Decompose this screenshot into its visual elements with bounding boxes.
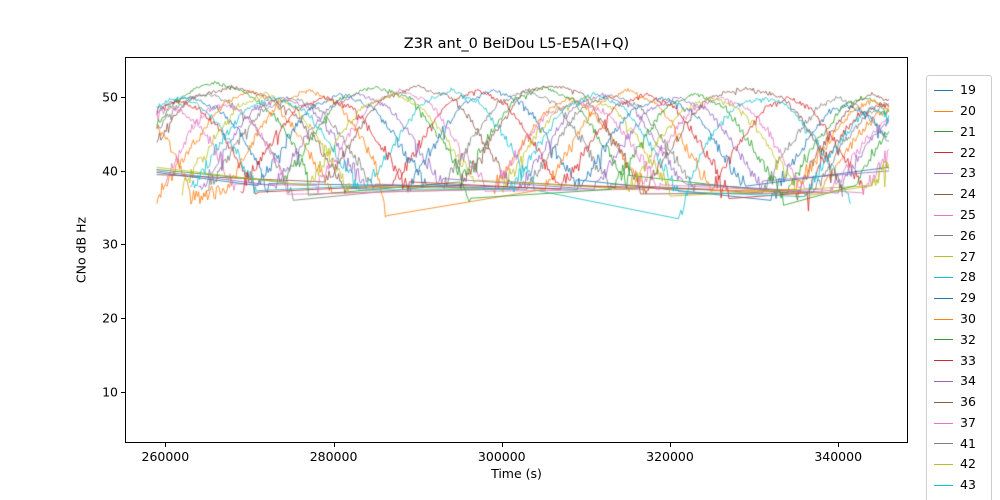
legend-entry-label: 37 xyxy=(960,414,976,430)
legend-line-sample xyxy=(934,277,953,279)
legend-line-sample xyxy=(934,381,953,383)
legend-line-sample xyxy=(934,193,953,195)
legend: 19 20 21 22 23 24 25 26 27 28 29 30 32 33 34 36 37 41 42 43 xyxy=(926,75,992,500)
legend-entry-label: 26 xyxy=(960,227,976,243)
legend-line-sample xyxy=(934,485,953,487)
legend-entry: 24 xyxy=(934,184,991,205)
y-tick-label: 30 xyxy=(102,236,118,252)
legend-line-sample xyxy=(934,297,953,299)
plot-canvas xyxy=(125,57,908,443)
legend-entry: 32 xyxy=(934,330,991,351)
y-tick-label: 20 xyxy=(102,310,118,326)
legend-entry-label: 30 xyxy=(960,310,976,326)
legend-entry-label: 21 xyxy=(960,123,976,139)
legend-entry: 19 xyxy=(934,80,991,101)
legend-entry: 34 xyxy=(934,371,991,392)
y-tick-label: 50 xyxy=(102,89,118,105)
legend-line-sample xyxy=(934,443,953,445)
legend-entry-label: 42 xyxy=(960,456,976,472)
legend-line-sample xyxy=(934,131,953,133)
legend-entry: 25 xyxy=(934,205,991,226)
legend-line-sample xyxy=(934,235,953,237)
y-tick-mark xyxy=(121,318,125,319)
x-tick-mark xyxy=(165,443,167,447)
legend-line-sample xyxy=(934,422,953,424)
y-tick-label: 40 xyxy=(102,163,118,179)
legend-line-sample xyxy=(934,339,953,341)
legend-entry-label: 29 xyxy=(960,290,976,306)
x-tick-mark xyxy=(333,443,335,447)
legend-line-sample xyxy=(934,152,953,154)
x-tick-label: 320000 xyxy=(646,449,694,464)
legend-entry: 23 xyxy=(934,163,991,184)
legend-entry-label: 22 xyxy=(960,144,976,160)
chart-title: Z3R ant_0 BeiDou L5-E5A(I+Q) xyxy=(403,36,630,52)
x-tick-mark xyxy=(669,443,671,447)
legend-entry: 21 xyxy=(934,122,991,143)
legend-entry-label: 41 xyxy=(960,435,976,451)
x-tick-label: 340000 xyxy=(814,449,863,464)
legend-entry: 43 xyxy=(934,475,991,496)
legend-entry: 37 xyxy=(934,413,991,434)
legend-entry: 29 xyxy=(934,288,991,309)
legend-entry-label: 34 xyxy=(960,373,976,389)
legend-entry-label: 28 xyxy=(960,269,976,285)
legend-entry-label: 43 xyxy=(960,477,976,493)
legend-line-sample xyxy=(934,401,953,403)
legend-entry-label: 32 xyxy=(960,331,976,347)
y-tick-mark xyxy=(121,170,125,172)
y-tick-mark xyxy=(121,244,125,246)
legend-entry-label: 27 xyxy=(960,248,976,264)
legend-line-sample xyxy=(934,360,953,362)
legend-entry-label: 36 xyxy=(960,394,976,410)
legend-line-sample xyxy=(934,256,953,258)
x-tick-label: 300000 xyxy=(477,449,526,464)
legend-line-sample xyxy=(934,464,953,466)
x-tick-label: 280000 xyxy=(309,449,358,464)
legend-entry: 28 xyxy=(934,267,991,288)
legend-entry-label: 20 xyxy=(960,102,976,118)
legend-line-sample xyxy=(934,214,953,216)
legend-entry: 22 xyxy=(934,142,991,163)
x-tick-mark xyxy=(501,443,503,447)
legend-entry-label: 25 xyxy=(960,206,976,222)
legend-line-sample xyxy=(934,318,953,320)
legend-entry: 27 xyxy=(934,246,991,267)
x-axis-label: Time (s) xyxy=(491,466,542,481)
legend-entry: 36 xyxy=(934,392,991,413)
legend-entry: 33 xyxy=(934,350,991,371)
legend-entry: 26 xyxy=(934,226,991,247)
y-tick-mark xyxy=(121,97,125,99)
legend-line-sample xyxy=(934,89,953,91)
y-tick-mark xyxy=(121,391,125,393)
legend-line-sample xyxy=(934,173,953,175)
y-tick-label: 10 xyxy=(102,384,118,400)
legend-entry: 41 xyxy=(934,434,991,455)
legend-entry-label: 23 xyxy=(960,165,976,181)
legend-entry-label: 24 xyxy=(960,186,976,202)
legend-entry: 30 xyxy=(934,309,991,330)
x-tick-mark xyxy=(838,443,840,447)
legend-entry-label: 33 xyxy=(960,352,976,368)
legend-entry: 42 xyxy=(934,454,991,475)
legend-entry-label: 19 xyxy=(960,82,976,98)
x-tick-label: 260000 xyxy=(141,449,190,464)
legend-line-sample xyxy=(934,110,953,112)
legend-entry: 20 xyxy=(934,101,991,122)
